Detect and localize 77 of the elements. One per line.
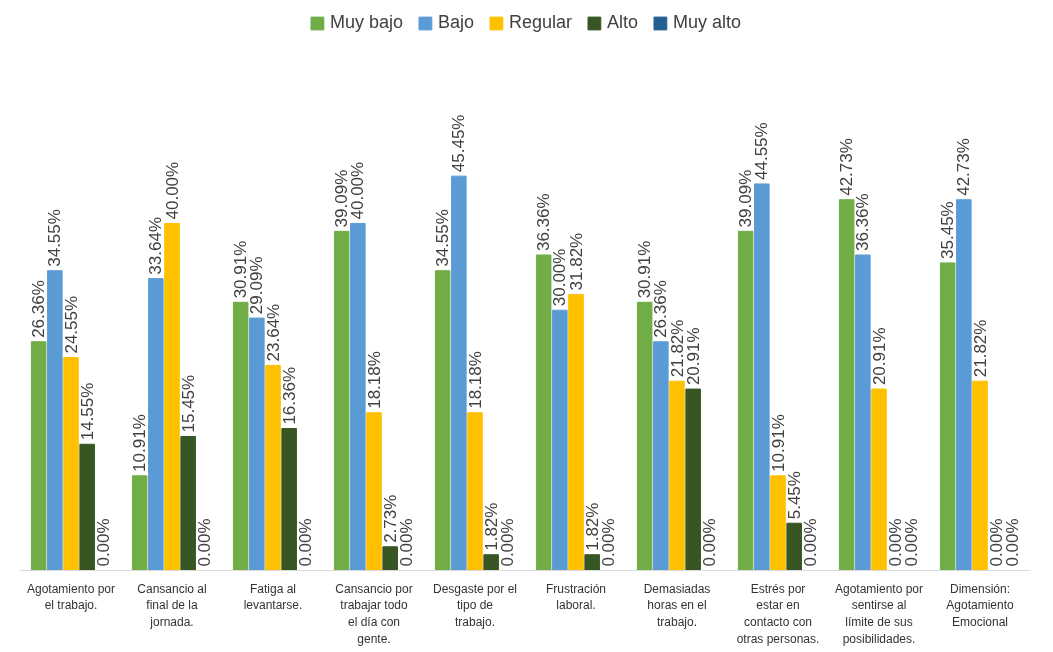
data-label: 5.45% (784, 471, 804, 520)
data-label: 10.91% (130, 414, 150, 472)
legend-label: Bajo (437, 12, 474, 33)
bar (552, 309, 568, 571)
bar (281, 428, 297, 571)
data-label: 10.91% (768, 414, 788, 472)
x-tick-label: Fatiga al levantarse. (243, 581, 303, 613)
bar (180, 435, 196, 571)
data-label: 14.55% (77, 382, 97, 441)
data-label: 34.55% (433, 209, 453, 267)
bar (164, 222, 180, 571)
data-label: 24.55% (61, 295, 81, 354)
bar (265, 364, 281, 571)
x-tick-label: Agotamiento por el trabajo. (26, 581, 116, 613)
bar (79, 443, 95, 571)
data-label: 36.36% (853, 193, 873, 252)
bar (855, 254, 871, 571)
x-tick-label: Desgaste por el tipo de trabajo. (432, 581, 518, 630)
bar (956, 199, 972, 571)
bar (63, 356, 79, 571)
data-label: 15.45% (178, 374, 198, 433)
data-label: 35.45% (938, 201, 958, 259)
bar (232, 301, 249, 571)
bar (451, 175, 467, 571)
x-tick-label: Cansancio por trabajar todo el día con gente. (335, 581, 413, 646)
legend-label: Alto (607, 12, 639, 33)
x-tick-label: Estrés por estar en contacto con otras personas. (736, 581, 820, 646)
bar (584, 554, 600, 571)
bar (467, 412, 483, 571)
x-tick-label: Demasiadas horas en el trabajo. (643, 581, 711, 630)
bar (434, 270, 451, 571)
x-tick-label: Frustración laboral. (545, 581, 607, 613)
bar (770, 475, 786, 571)
data-label: 0.00% (699, 518, 719, 567)
bar (685, 388, 701, 571)
data-label: 0.00% (295, 518, 315, 567)
data-label: 16.36% (279, 366, 299, 425)
data-label: 34.55% (45, 209, 65, 267)
bar (972, 380, 988, 571)
bar (653, 341, 669, 571)
data-label: 0.00% (800, 518, 820, 567)
data-label: 45.45% (449, 114, 469, 173)
bar (568, 293, 584, 571)
legend-label: Regular (508, 12, 573, 33)
x-tick-label: Agotamiento por sentirse al límite de sus posibilidades. (834, 581, 924, 646)
bar (382, 546, 398, 571)
legend-label: Muy alto (673, 12, 742, 33)
bar (249, 317, 265, 571)
data-label: 18.18% (465, 351, 485, 409)
bar (483, 554, 499, 571)
bar (535, 254, 552, 571)
bar (350, 222, 366, 571)
bar (131, 475, 148, 571)
bar (737, 230, 754, 571)
data-label: 42.73% (954, 138, 974, 196)
bar (786, 522, 802, 571)
bar (838, 199, 855, 571)
bar (669, 380, 685, 571)
bar (366, 412, 382, 571)
data-label: 0.00% (93, 518, 113, 567)
bar (30, 341, 47, 571)
bar (754, 183, 770, 571)
bar (636, 301, 653, 571)
data-label: 0.00% (194, 518, 214, 567)
bar (333, 230, 350, 571)
x-tick-label: Dimensión: Agotamiento Emocional (946, 581, 1015, 630)
data-label: 21.82% (970, 319, 990, 378)
bar (148, 278, 164, 571)
bar (939, 262, 956, 571)
legend-label: Muy bajo (329, 12, 403, 33)
data-label: 20.91% (869, 327, 889, 386)
data-label: 18.18% (364, 351, 384, 409)
bar (47, 270, 63, 571)
data-label: 26.36% (29, 280, 49, 338)
bar (871, 388, 887, 571)
x-tick-label: Cansancio al final de la jornada. (137, 581, 207, 630)
data-label: 42.73% (837, 138, 857, 196)
